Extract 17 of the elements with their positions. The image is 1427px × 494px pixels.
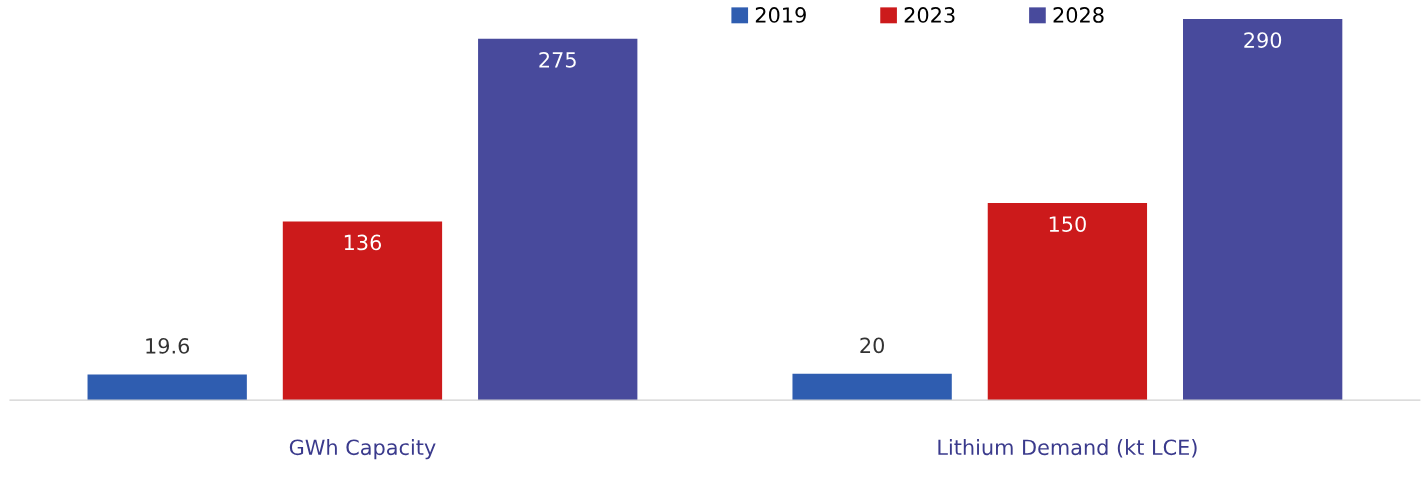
bar <box>792 373 952 401</box>
legend-label: 2023 <box>904 7 955 23</box>
data-label: 290 <box>1244 32 1282 48</box>
data-label: 19.6 <box>146 337 190 354</box>
x-tick-label: Lithium Demand (kt LCE) <box>938 439 1197 458</box>
legend-label: 2019 <box>755 7 806 23</box>
legend-label: 2028 <box>1053 7 1104 23</box>
bar <box>1183 19 1343 401</box>
bar <box>87 374 247 401</box>
x-tick-label: GWh Capacity <box>289 439 436 460</box>
data-label: 150 <box>1049 216 1086 232</box>
data-label: 136 <box>344 234 382 251</box>
bar <box>987 203 1148 401</box>
data-label: 20 <box>860 337 884 354</box>
bar <box>478 38 638 401</box>
data-label: 275 <box>539 51 576 68</box>
bar <box>282 221 443 401</box>
